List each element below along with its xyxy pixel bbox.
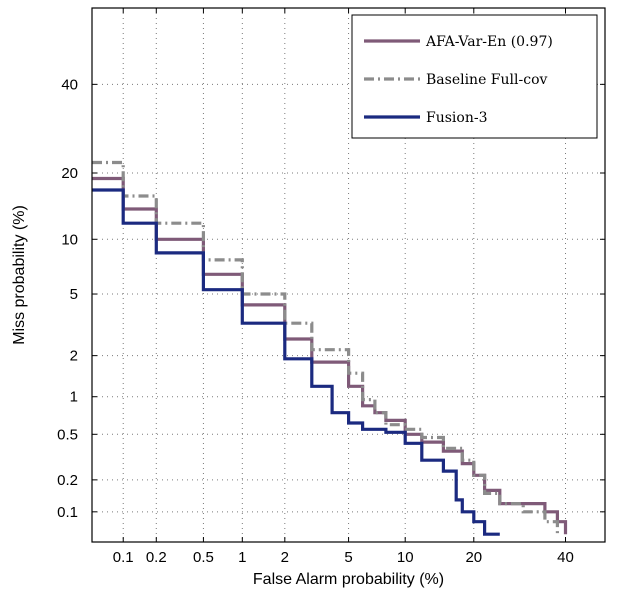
series-line-afa-var-en-0-97	[92, 176, 568, 535]
x-axis-ticks: 0.1 0.2 0.5 1 2 5 10 20 40	[113, 8, 574, 566]
y-tick-label: 10	[61, 231, 78, 248]
y-axis-ticks: 0.1 0.2 0.5 1 2 5 10 20 40	[57, 76, 605, 521]
y-tick-label: 20	[61, 165, 78, 182]
x-tick-label: 20	[465, 549, 482, 566]
x-tick-label: 40	[557, 549, 574, 566]
x-tick-label: 5	[344, 549, 352, 566]
legend-label-afa-var-en: AFA-Var-En (0.97)	[425, 34, 553, 50]
legend-label-baseline-full-cov: Baseline Full-cov	[426, 72, 547, 88]
y-tick-label: 40	[61, 76, 78, 93]
x-tick-label: 0.2	[146, 549, 167, 566]
y-tick-label: 2	[70, 348, 78, 365]
legend-label-fusion-3: Fusion-3	[426, 110, 487, 126]
series-line-fusion-3	[92, 188, 500, 536]
y-tick-label: 0.1	[57, 504, 78, 521]
legend: AFA-Var-En (0.97) Baseline Full-cov Fusi…	[351, 14, 598, 139]
y-axis-title: Miss probability (%)	[11, 205, 28, 345]
y-tick-label: 1	[70, 389, 78, 406]
x-tick-label: 1	[238, 549, 246, 566]
series-line-baseline-full-cov	[92, 160, 559, 535]
x-tick-label: 2	[281, 549, 289, 566]
x-axis-title: False Alarm probability (%)	[253, 571, 444, 588]
x-tick-label: 0.1	[113, 549, 134, 566]
x-tick-label: 0.5	[193, 549, 214, 566]
y-tick-label: 5	[70, 286, 78, 303]
plot-lines	[92, 160, 568, 536]
y-tick-label: 0.5	[57, 426, 78, 443]
x-tick-label: 10	[397, 549, 414, 566]
y-tick-label: 0.2	[57, 472, 78, 489]
